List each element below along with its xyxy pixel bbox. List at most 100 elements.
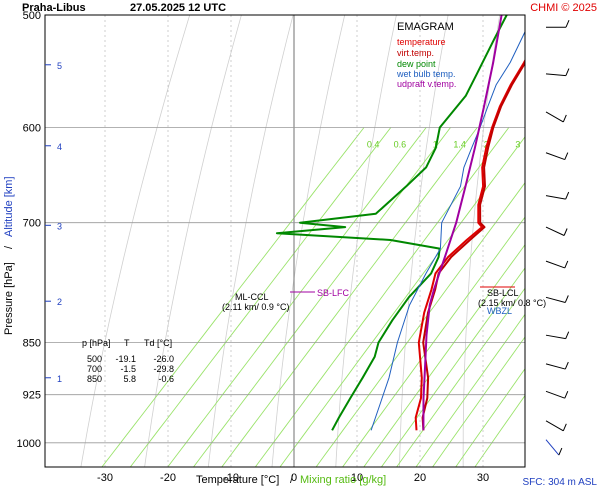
mixing-ratio-line (167, 127, 427, 467)
wind-barb (545, 363, 566, 370)
mixing-ratio-line (415, 313, 525, 467)
dry-adiabat (462, 15, 501, 467)
wind-barb-feather (565, 68, 570, 76)
pressure-tick-label: 850 (23, 337, 41, 349)
wind-barb-feather (565, 191, 570, 200)
temperature-tick-label: 30 (477, 472, 489, 484)
table-header-t: T (124, 338, 130, 348)
mixing-ratio-line (432, 336, 525, 467)
altitude-tick-label: 2 (57, 297, 62, 307)
y-axis-label-altitude: Altitude [km] (3, 176, 15, 237)
x-axis-label-separator: / (290, 474, 294, 486)
wind-barb-feather (565, 331, 570, 339)
table-header-p: p [hPa] (82, 338, 111, 348)
station-title: Praha-Libus (22, 2, 86, 14)
legend: EMAGRAM temperature virt.temp. dew point… (396, 21, 456, 89)
wind-barb-feather (564, 152, 569, 160)
grid-layer: 0.40.611.42346810121417202530 (45, 15, 525, 467)
wind-barb-feather (564, 295, 569, 303)
temperature-tick-label: -20 (160, 472, 176, 484)
datetime-title: 27.05.2025 12 UTC (130, 2, 226, 14)
wind-barb-feather (558, 447, 563, 456)
temperature-tick-label: 10 (351, 472, 363, 484)
mixing-ratio-line (129, 127, 392, 467)
table-cell: -0.6 (158, 374, 174, 384)
temperature-tick-label: 0 (291, 472, 297, 484)
wind-barb-feather (562, 114, 567, 123)
wind-barb (545, 439, 560, 456)
table-cell: -19.1 (115, 354, 136, 364)
sb-lfc-label: SB-LFC (317, 288, 350, 298)
table-cell: -26.0 (153, 354, 174, 364)
table-cell: -1.5 (120, 364, 136, 374)
sb-lcl-label: SB-LCL (487, 288, 519, 298)
wbzl-label: WBZL (487, 306, 512, 316)
mixing-ratio-line (221, 127, 478, 467)
legend-item-dew-point: dew point (397, 59, 436, 69)
mixing-ratio-label: 0.4 (367, 140, 380, 150)
mixing-ratio-line (101, 127, 365, 467)
dry-adiabat (399, 15, 449, 467)
wind-barb (545, 296, 566, 303)
dry-adiabat (80, 15, 191, 467)
temperature-tick-label: -10 (223, 472, 239, 484)
wind-barb (545, 260, 565, 269)
y-axis-label-pressure: Pressure [hPa] (3, 262, 15, 335)
y-axis-label-separator: / (3, 245, 15, 249)
pressure-tick-label: 925 (23, 390, 41, 402)
ml-ccl-sub-label: (2.11 km/ 0.9 °C) (222, 302, 289, 312)
mixing-ratio-line (254, 127, 510, 467)
dry-adiabat (335, 15, 397, 467)
temperature-tick-label: 20 (414, 472, 426, 484)
mixing-ratio-line (363, 244, 525, 467)
mixing-ratio-line (455, 368, 525, 467)
wind-barb-feather (564, 260, 569, 269)
series-layer (275, 15, 525, 431)
table-cell: 700 (87, 364, 102, 374)
wind-barb-feather (562, 423, 567, 432)
ml-ccl-label: ML-CCL (235, 292, 269, 302)
mixing-ratio-line (474, 394, 525, 467)
wind-barbs-panel (545, 20, 570, 456)
altitude-tick-label: 1 (57, 374, 62, 384)
table-cell: 850 (87, 374, 102, 384)
wind-barb (545, 226, 565, 236)
mixing-ratio-line (193, 127, 451, 467)
plot-frame (44, 14, 526, 468)
wind-barb-feather (564, 361, 569, 370)
altitude-tick-label: 3 (57, 221, 62, 231)
wind-barb (545, 73, 566, 77)
mixing-ratio-line (381, 267, 525, 467)
x-axis-label-temperature: Temperature [°C] (196, 474, 279, 486)
legend-item-updraft: udpraft v.temp. (397, 79, 456, 89)
altitude-tick-label: 4 (57, 142, 62, 152)
wind-barb-feather (565, 20, 570, 28)
table-header-td: Td [°C] (144, 338, 172, 348)
mixing-ratio-label: 0.6 (394, 140, 407, 150)
pressure-tick-label: 500 (23, 10, 41, 22)
pressure-tick-label: 600 (23, 123, 41, 135)
legend-title: EMAGRAM (397, 21, 454, 33)
wind-barb (545, 420, 564, 432)
table-cell: 5.8 (123, 374, 136, 384)
wind-barb (545, 152, 565, 161)
credit-label: CHMI © 2025 (530, 2, 597, 14)
dry-adiabat (207, 15, 294, 467)
series-line-wet-bulb-temp (370, 30, 525, 431)
mixing-ratio-line (342, 216, 525, 467)
legend-item-wet-bulb: wet bulb temp. (396, 69, 456, 79)
sfc-label: SFC: 304 m ASL (523, 477, 598, 488)
dry-adiabat (144, 15, 242, 467)
pressure-tick-label: 1000 (17, 438, 41, 450)
wind-barb (545, 390, 565, 399)
pressure-tick-label: 700 (23, 218, 41, 230)
legend-item-temperature: temperature (397, 37, 446, 47)
wind-barb (545, 111, 564, 123)
mixing-ratio-line (396, 287, 525, 467)
wind-barb-feather (563, 228, 568, 236)
x-axis-label-mixing-ratio: Mixing ratio [g/kg] (300, 474, 386, 486)
table-cell: -29.8 (153, 364, 174, 374)
sb-lcl-sub-label: (2.15 km/ 0.8 °C) (478, 298, 546, 308)
